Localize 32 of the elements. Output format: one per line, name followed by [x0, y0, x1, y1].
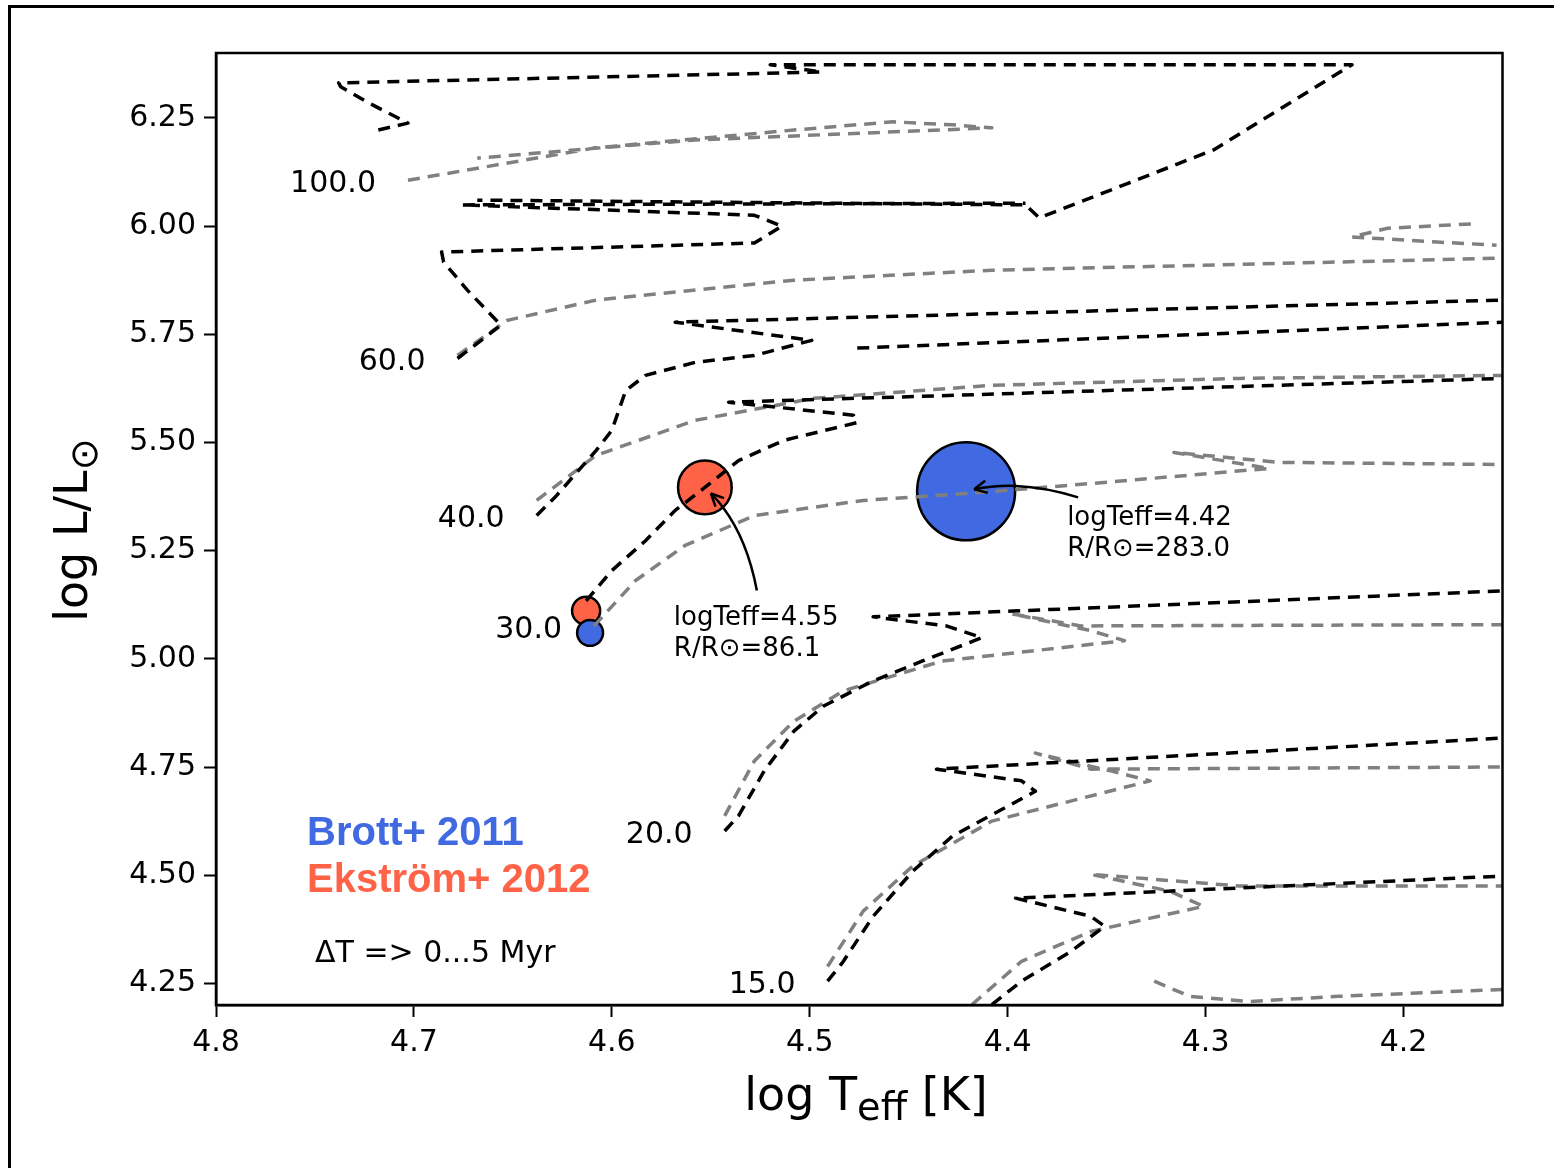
y-tick-label: 4.75 [129, 746, 196, 782]
y-tick-label: 6.25 [129, 97, 196, 133]
line-series [534, 373, 1503, 503]
x-tick-label: 4.8 [192, 1022, 240, 1058]
x-tick-label: 4.3 [1181, 1022, 1230, 1058]
y-tick-label: 5.25 [129, 530, 196, 566]
y-tick-label: 4.25 [129, 963, 196, 999]
x-tick-label: 4.2 [1379, 1022, 1428, 1058]
text: Brott+ 2011 [307, 809, 524, 853]
annotation: 100.0 [290, 164, 376, 200]
y-tick-label: 5.75 [129, 314, 196, 350]
x-tick-label: 4.5 [785, 1022, 834, 1058]
x-axis-title: log T$_{eff}$ [K] [744, 1066, 988, 1130]
annotation: 15.0 [728, 965, 796, 1000]
text: Ekström+ 2012 [307, 856, 591, 900]
y-tick-label: 6.00 [129, 205, 196, 241]
x-tick-label: 4.7 [390, 1022, 438, 1058]
line-series [1350, 222, 1499, 247]
x-tick-label: 4.4 [983, 1022, 1032, 1058]
annotation: ΔT => 0...5 Myr [315, 934, 557, 969]
x-tick-label: 4.6 [587, 1022, 636, 1058]
line-series [406, 120, 994, 182]
annotation: 30.0 [495, 609, 563, 645]
y-tick-label: 5.00 [129, 638, 196, 674]
annotation: 20.0 [625, 814, 693, 850]
annotation: 40.0 [437, 499, 505, 535]
y-tick-label: 5.50 [129, 422, 196, 458]
y-tick-label: 4.50 [129, 854, 196, 890]
line-series [1152, 979, 1503, 1004]
annotation: 60.0 [358, 342, 426, 378]
annotation: logTeff=4.42 R/R⊙=283.0 [1067, 501, 1232, 563]
annotation: logTeff=4.55 R/R⊙=86.1 [673, 601, 839, 663]
